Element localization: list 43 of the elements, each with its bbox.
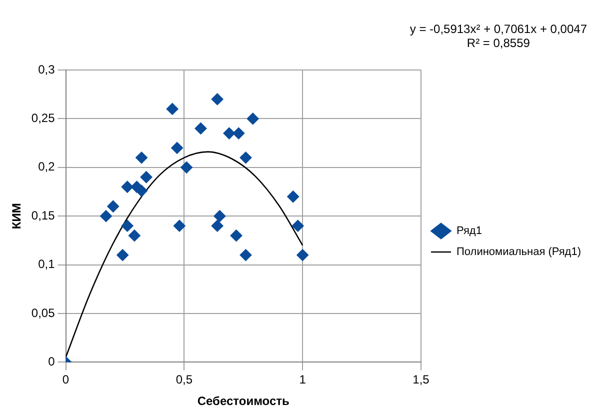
y-tick-label: 0,3 <box>38 62 56 76</box>
x-tick-label: 0 <box>62 372 70 387</box>
legend-label: Полиномиальная (Ряд1) <box>456 246 582 258</box>
point <box>232 127 245 140</box>
x-axis-title: Себестоимость <box>197 394 290 408</box>
point <box>166 102 178 115</box>
point <box>107 200 120 212</box>
point <box>180 161 193 174</box>
point <box>140 171 152 184</box>
x-tick-label: 1 <box>299 372 306 387</box>
text: y = -0,5913x² + 0,7061x + 0,0047 <box>410 22 587 36</box>
point <box>292 220 304 232</box>
point <box>230 230 242 242</box>
point <box>240 249 252 262</box>
x-tick-label: 0,5 <box>176 372 193 387</box>
y-tick-label: 0,2 <box>38 160 56 174</box>
x-tick-label: 1,5 <box>412 372 430 387</box>
point <box>136 184 148 197</box>
point <box>136 152 148 164</box>
point <box>214 210 226 222</box>
point <box>171 142 184 154</box>
y-tick-label: 0,15 <box>31 208 56 222</box>
y-tick-label: 0,05 <box>31 306 56 320</box>
point <box>240 152 252 164</box>
point <box>116 249 129 262</box>
point <box>194 122 207 134</box>
point <box>100 210 112 222</box>
point <box>223 127 236 140</box>
point <box>246 112 259 125</box>
point <box>296 249 309 262</box>
point <box>128 230 140 242</box>
point <box>121 220 134 232</box>
point <box>173 220 186 232</box>
y-tick-label: 0,25 <box>31 111 56 126</box>
point <box>121 180 134 193</box>
y-tick-label: 0 <box>48 354 56 369</box>
text: R² = 0,8559 <box>466 36 531 50</box>
y-axis-title: КИМ <box>10 203 24 230</box>
point <box>287 190 300 203</box>
y-tick-label: 0,1 <box>38 257 56 272</box>
legend-label: Ряд1 <box>456 225 482 238</box>
point <box>211 93 224 106</box>
point <box>211 220 224 232</box>
